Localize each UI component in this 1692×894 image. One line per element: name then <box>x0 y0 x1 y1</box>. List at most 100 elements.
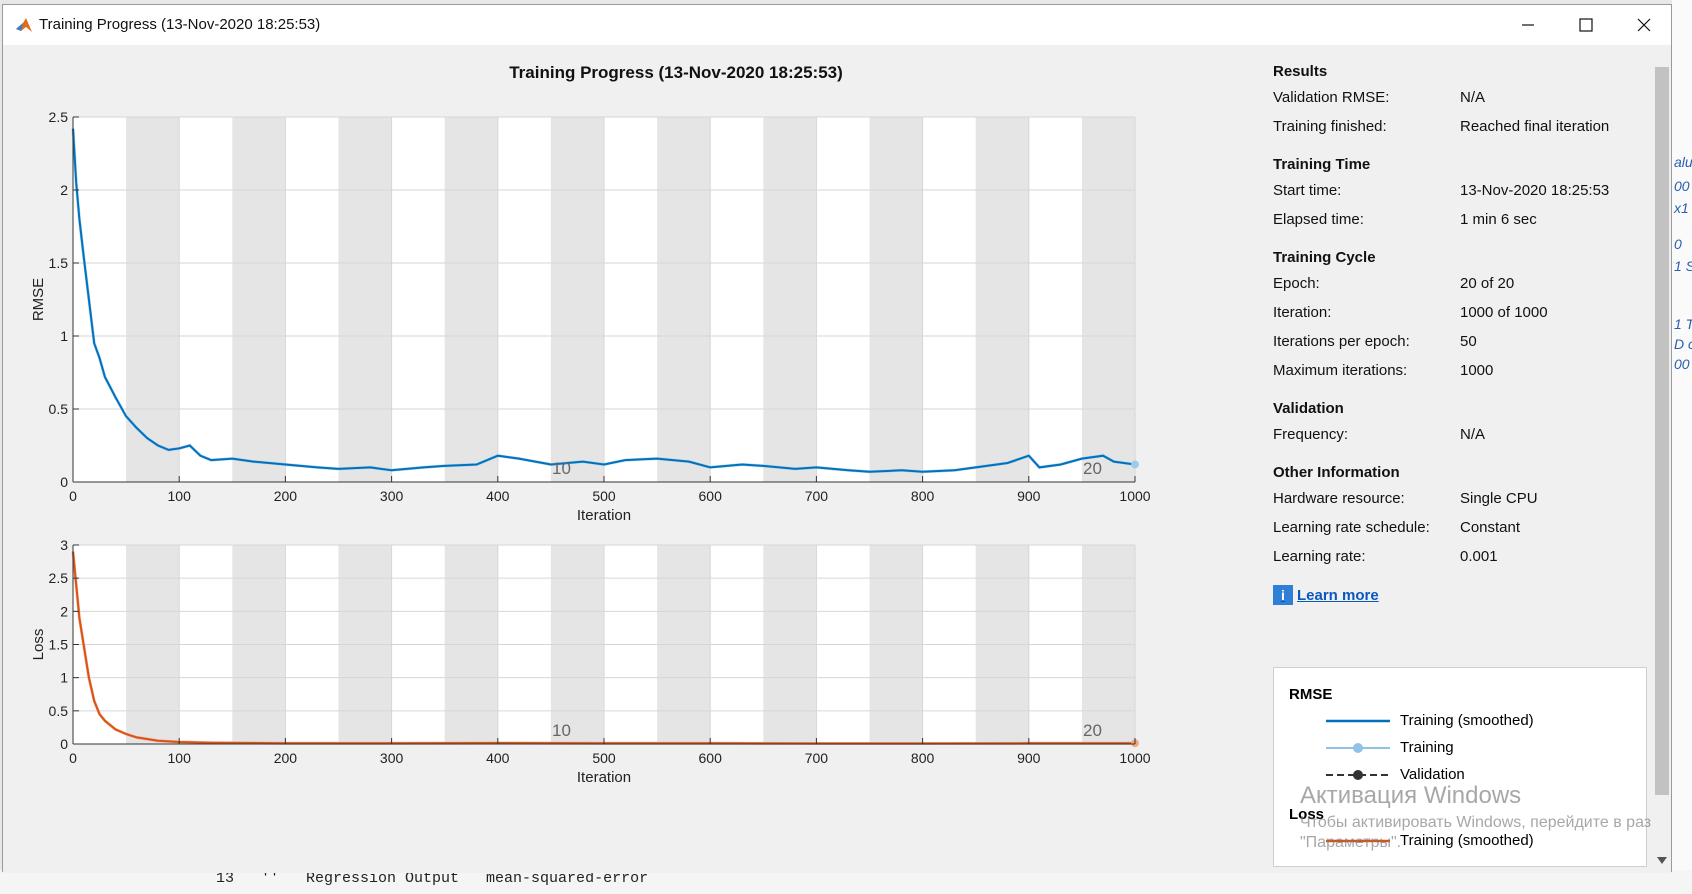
x-tick-label: 100 <box>168 750 192 766</box>
x-tick-label: 400 <box>486 750 510 766</box>
info-value: 1000 <box>1460 362 1494 379</box>
epoch-band <box>975 117 1029 482</box>
x-tick-label: 400 <box>486 488 510 504</box>
legend-swatch <box>1326 719 1390 722</box>
scroll-down-icon[interactable] <box>1657 857 1667 865</box>
info-label: Validation RMSE: <box>1273 89 1390 106</box>
watermark-line-2: Чтобы активировать Windows, перейдите в … <box>1300 814 1652 831</box>
x-tick-label: 700 <box>805 750 829 766</box>
x-tick-label: 700 <box>805 488 829 504</box>
info-value: 1 min 6 sec <box>1460 211 1537 228</box>
epoch-band <box>763 117 817 482</box>
x-tick-label: 1000 <box>1119 488 1150 504</box>
maximize-icon <box>1579 18 1593 32</box>
legend-label: Training <box>1400 739 1454 756</box>
close-button[interactable] <box>1615 5 1673 45</box>
vertical-scrollbar[interactable] <box>1653 63 1671 871</box>
y-tick-label: 0.5 <box>49 401 69 417</box>
epoch-band <box>338 117 392 482</box>
y-tick-label: 2 <box>60 603 68 619</box>
legend-rmse-title: RMSE <box>1289 686 1333 703</box>
training-progress-window: Training Progress (13-Nov-2020 18:25:53)… <box>2 4 1672 873</box>
info-value: 0.001 <box>1460 548 1498 565</box>
info-value: 20 of 20 <box>1460 275 1515 292</box>
background-code-line: 13 '' Regression Output mean-squared-err… <box>198 870 649 887</box>
info-label: Learning rate: <box>1273 548 1366 565</box>
loss-axes: 10 200 100 200 300 400 500 600 700 800 900 100000.5… <box>30 537 1151 786</box>
close-icon <box>1637 18 1651 32</box>
maximize-button[interactable] <box>1557 5 1615 45</box>
legend-loss-title: Loss <box>1289 806 1325 823</box>
y-tick-label: 1.5 <box>49 255 69 271</box>
info-value: Reached final iteration <box>1460 118 1610 135</box>
epoch-band <box>657 117 711 482</box>
info-label: Training finished: <box>1273 118 1387 135</box>
training-plots: Training Progress (13-Nov-2020 18:25:53)… <box>30 63 1151 786</box>
info-label: Start time: <box>1273 182 1342 199</box>
y-tick-label: 0 <box>60 736 68 752</box>
y-tick-label: 0 <box>60 474 68 490</box>
info-value: N/A <box>1460 89 1486 106</box>
watermark-line-1: Активация Windows <box>1300 782 1522 809</box>
bg-text: 00 <box>1674 178 1690 194</box>
watermark-line-3: "Параметры". <box>1300 834 1402 851</box>
y-tick-label: 0.5 <box>49 703 69 719</box>
learn-more-label: Learn more <box>1297 586 1379 604</box>
series-end-point <box>1131 460 1139 469</box>
background-code-area <box>0 870 1692 894</box>
legend-label: Training (smoothed) <box>1400 712 1534 729</box>
info-value: N/A <box>1460 426 1486 443</box>
info-label: Frequency: <box>1273 426 1349 443</box>
y-axis-label: Loss <box>30 629 47 661</box>
legend-swatch <box>1326 769 1390 780</box>
info-row: Learning rate: 0.001 <box>1273 542 1643 571</box>
x-tick-label: 500 <box>592 488 616 504</box>
epoch-marker-label: 10 <box>552 721 571 740</box>
minimize-icon <box>1522 24 1534 26</box>
info-label: Elapsed time: <box>1273 211 1364 228</box>
legend-swatch <box>1326 742 1390 753</box>
results-panel: Results Validation RMSE: N/A Training finis… <box>1273 61 1643 605</box>
epoch-marker-label: 20 <box>1083 721 1102 740</box>
x-tick-label: 200 <box>274 750 298 766</box>
windows-activation-watermark: Активация Windows Чтобы активировать Win… <box>1300 782 1651 852</box>
info-row: Maximum iterations: 1000 <box>1273 356 1643 385</box>
minimize-button[interactable] <box>1499 5 1557 45</box>
info-icon: i <box>1273 585 1293 605</box>
title-bar[interactable]: Training Progress (13-Nov-2020 18:25:53) <box>3 5 1671 45</box>
legend-item: Training (smoothed) <box>1326 832 1534 849</box>
epoch-band <box>1081 117 1135 482</box>
learn-more-link[interactable]: i Learn more <box>1273 585 1643 605</box>
section-title: Results <box>1273 63 1328 80</box>
info-row: Validation RMSE: N/A <box>1273 83 1643 112</box>
epoch-band <box>232 117 286 482</box>
info-row: Iterations per epoch: 50 <box>1273 327 1643 356</box>
info-row: Elapsed time: 1 min 6 sec <box>1273 205 1643 234</box>
bg-text: 00 <box>1674 356 1690 372</box>
info-value: Single CPU <box>1460 490 1538 507</box>
matlab-icon <box>16 18 32 32</box>
y-tick-label: 1.5 <box>49 637 69 653</box>
info-row: Start time: 13-Nov-2020 18:25:53 <box>1273 176 1643 205</box>
epoch-band <box>550 117 604 482</box>
bg-text: 1 S <box>1674 258 1692 274</box>
x-tick-label: 900 <box>1017 750 1041 766</box>
info-row: Epoch: 20 of 20 <box>1273 269 1643 298</box>
epoch-band <box>444 117 498 482</box>
epoch-band <box>869 117 923 482</box>
scrollbar-thumb[interactable] <box>1655 67 1669 795</box>
bg-text: alue <box>1674 154 1692 170</box>
y-axis-label: RMSE <box>30 278 47 321</box>
y-tick-label: 3 <box>60 537 68 553</box>
epoch-band <box>126 117 180 482</box>
info-value: 13-Nov-2020 18:25:53 <box>1460 182 1610 199</box>
y-tick-label: 2.5 <box>49 109 69 125</box>
bg-text: 1 T <box>1674 316 1692 332</box>
legend-panel: RMSE Loss Training (smoothed) Training Val… <box>1273 667 1647 867</box>
y-tick-label: 2 <box>60 182 68 198</box>
epoch-marker-label: 20 <box>1083 459 1102 478</box>
info-label: Learning rate schedule: <box>1273 519 1430 536</box>
x-tick-label: 600 <box>699 750 723 766</box>
y-tick-label: 1 <box>60 670 68 686</box>
window-content: Training Progress (13-Nov-2020 18:25:53)… <box>3 45 1671 873</box>
